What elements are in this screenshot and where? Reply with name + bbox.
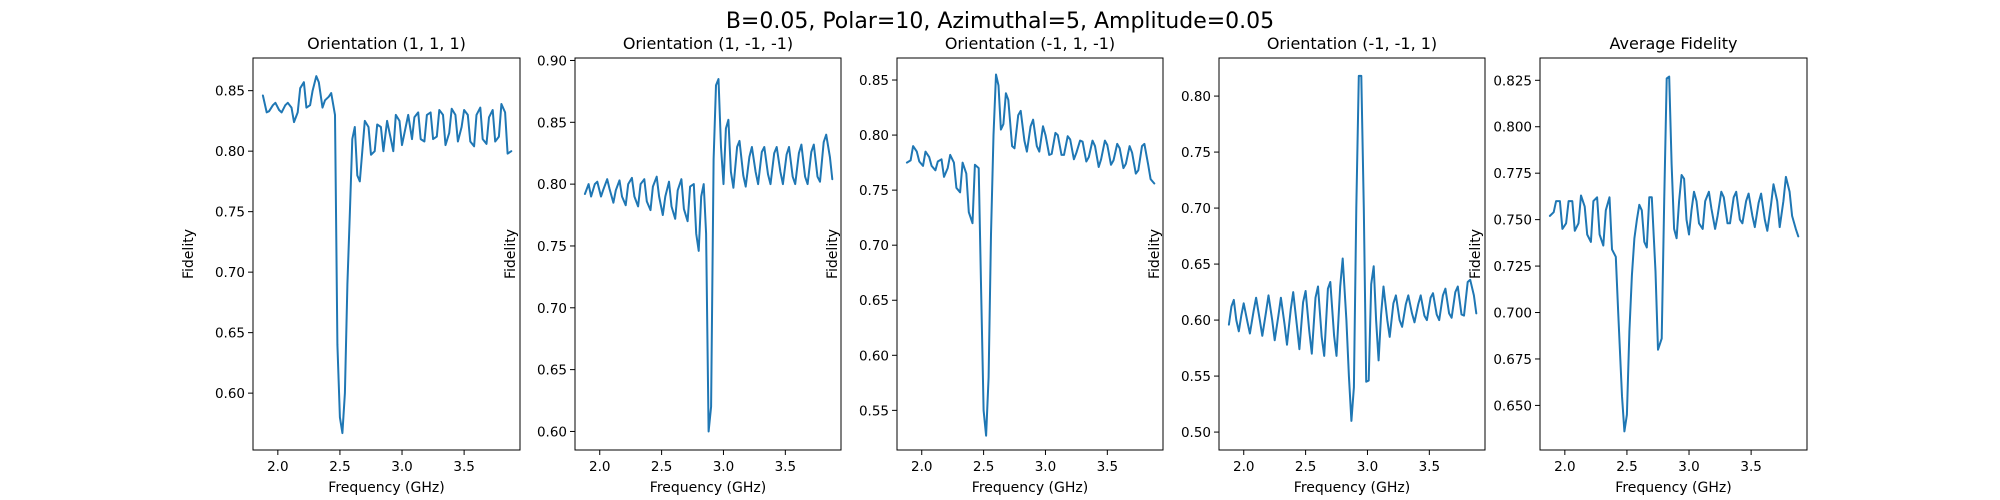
series-line bbox=[1548, 75, 1800, 433]
y-tick-label: 0.55 bbox=[1181, 369, 1211, 385]
y-tick-label: 0.650 bbox=[1493, 398, 1532, 414]
x-tick-label: 3.5 bbox=[1419, 459, 1440, 475]
axes-frame bbox=[574, 57, 842, 451]
y-tick-label: 0.65 bbox=[859, 293, 889, 309]
subplot-1: 2.0 2.5 3.0 3.5 0.60 0.65 0.70 0.75 0.80 0.85 Orie… bbox=[181, 34, 521, 496]
y-tick-label: 0.800 bbox=[1493, 120, 1532, 136]
x-tick-label: 3.0 bbox=[391, 459, 412, 475]
y-tick-label: 0.55 bbox=[859, 403, 889, 419]
x-tick-label: 3.5 bbox=[775, 459, 796, 475]
y-tick-label: 0.675 bbox=[1493, 352, 1532, 368]
x-tick-label: 3.5 bbox=[1740, 459, 1761, 475]
x-tick-label: 2.5 bbox=[329, 459, 350, 475]
x-tick-label: 3.0 bbox=[1678, 459, 1699, 475]
y-tick-label: 0.85 bbox=[537, 115, 567, 131]
subplot-5: 2.0 2.5 3.0 3.5 0.650 0.675 0.700 0.725 0.750 0.7… bbox=[1468, 34, 1808, 496]
figure-suptitle: B=0.05, Polar=10, Azimuthal=5, Amplitude… bbox=[726, 9, 1274, 34]
x-tick-label: 3.0 bbox=[1357, 459, 1378, 475]
x-tick-label: 2.5 bbox=[651, 459, 672, 475]
y-axis-label: Fidelity bbox=[503, 229, 519, 279]
x-axis-label: Frequency (GHz) bbox=[1615, 480, 1731, 496]
x-tick-label: 2.0 bbox=[1233, 459, 1254, 475]
y-tick-label: 0.60 bbox=[215, 386, 245, 402]
y-axis-label: Fidelity bbox=[1147, 229, 1163, 279]
y-axis-label: Fidelity bbox=[1468, 229, 1484, 279]
x-tick-label: 2.0 bbox=[267, 459, 288, 475]
series-line bbox=[261, 75, 513, 435]
subplot-3: 2.0 2.5 3.0 3.5 0.55 0.60 0.65 0.70 0.75 0.80 0.85… bbox=[825, 34, 1164, 496]
y-tick-label: 0.80 bbox=[1181, 89, 1211, 105]
x-tick-label: 3.0 bbox=[1035, 459, 1056, 475]
subplot-grid: 2.0 2.5 3.0 3.5 0.60 0.65 0.70 0.75 0.80 0.85 Orie… bbox=[181, 34, 1808, 496]
y-tick-label: 0.65 bbox=[215, 326, 245, 342]
y-axis-label: Fidelity bbox=[825, 229, 841, 279]
subplot-title: Orientation (-1, -1, 1) bbox=[1267, 34, 1437, 53]
y-tick-label: 0.70 bbox=[215, 265, 245, 281]
x-tick-label: 3.5 bbox=[453, 459, 474, 475]
x-tick-label: 2.5 bbox=[1616, 459, 1637, 475]
series-line bbox=[905, 73, 1156, 437]
series-line bbox=[1227, 74, 1478, 422]
subplot-2: 2.0 2.5 3.0 3.5 0.60 0.65 0.70 0.75 0.80 0.85 0.90… bbox=[503, 34, 842, 496]
x-tick-label: 3.5 bbox=[1097, 459, 1118, 475]
y-tick-label: 0.825 bbox=[1493, 73, 1532, 89]
y-tick-label: 0.50 bbox=[1181, 425, 1211, 441]
y-tick-label: 0.85 bbox=[215, 84, 245, 100]
y-tick-label: 0.60 bbox=[537, 424, 567, 440]
y-tick-label: 0.725 bbox=[1493, 259, 1532, 275]
y-tick-label: 0.75 bbox=[537, 239, 567, 255]
axes-frame bbox=[896, 57, 1164, 451]
y-tick-label: 0.80 bbox=[859, 128, 889, 144]
y-tick-label: 0.75 bbox=[1181, 145, 1211, 161]
axes-frame bbox=[1539, 57, 1808, 451]
axes-frame bbox=[1218, 57, 1486, 451]
subplot-4: 2.0 2.5 3.0 3.5 0.50 0.55 0.60 0.65 0.70 0.75 0.80… bbox=[1147, 34, 1486, 496]
y-tick-label: 0.90 bbox=[537, 53, 567, 69]
x-tick-label: 2.5 bbox=[1295, 459, 1316, 475]
axes-frame bbox=[252, 57, 521, 451]
x-tick-label: 3.0 bbox=[713, 459, 734, 475]
x-axis-label: Frequency (GHz) bbox=[972, 480, 1088, 496]
y-tick-label: 0.750 bbox=[1493, 213, 1532, 229]
y-tick-label: 0.60 bbox=[1181, 313, 1211, 329]
subplot-title: Orientation (1, 1, 1) bbox=[307, 34, 466, 53]
y-axis-label: Fidelity bbox=[181, 229, 197, 279]
y-tick-label: 0.700 bbox=[1493, 306, 1532, 322]
y-tick-label: 0.70 bbox=[859, 238, 889, 254]
y-tick-label: 0.60 bbox=[859, 348, 889, 364]
x-tick-label: 2.0 bbox=[1554, 459, 1575, 475]
x-axis-label: Frequency (GHz) bbox=[650, 480, 766, 496]
x-tick-label: 2.0 bbox=[911, 459, 932, 475]
y-tick-label: 0.80 bbox=[215, 144, 245, 160]
y-tick-label: 0.775 bbox=[1493, 166, 1532, 182]
subplot-title: Orientation (-1, 1, -1) bbox=[945, 34, 1115, 53]
y-tick-label: 0.75 bbox=[215, 205, 245, 221]
x-axis-label: Frequency (GHz) bbox=[328, 480, 444, 496]
subplot-title: Orientation (1, -1, -1) bbox=[623, 34, 793, 53]
y-tick-label: 0.65 bbox=[1181, 257, 1211, 273]
y-tick-label: 0.75 bbox=[859, 183, 889, 199]
y-tick-label: 0.65 bbox=[537, 363, 567, 379]
x-tick-label: 2.0 bbox=[589, 459, 610, 475]
series-line bbox=[583, 78, 834, 433]
x-tick-label: 2.5 bbox=[973, 459, 994, 475]
y-tick-label: 0.80 bbox=[537, 177, 567, 193]
y-tick-label: 0.85 bbox=[859, 73, 889, 89]
x-axis-label: Frequency (GHz) bbox=[1294, 480, 1410, 496]
subplot-title: Average Fidelity bbox=[1610, 34, 1738, 53]
y-tick-label: 0.70 bbox=[537, 301, 567, 317]
y-tick-label: 0.70 bbox=[1181, 201, 1211, 217]
